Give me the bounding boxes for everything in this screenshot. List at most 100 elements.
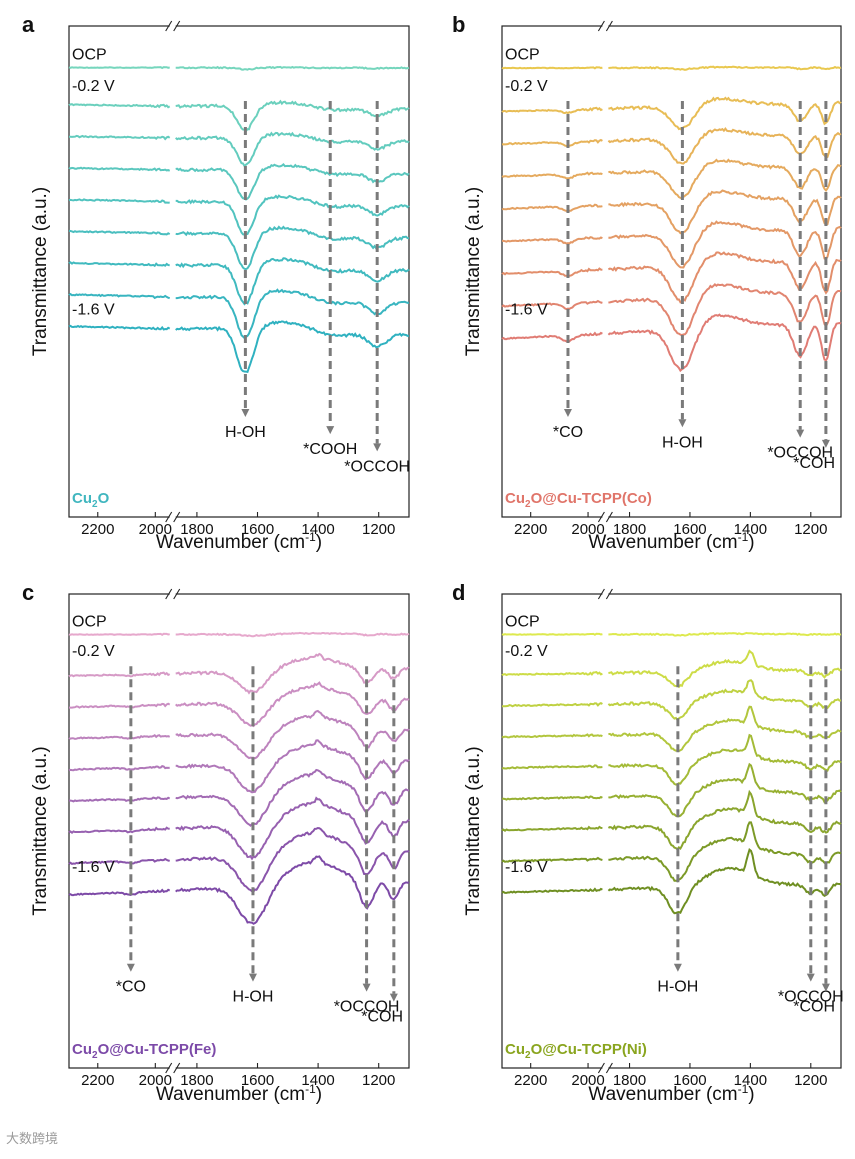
spectrum-curve-5 (175, 768, 409, 827)
sample-label-base: Cu (72, 1041, 92, 1058)
axis-break-gap (169, 591, 176, 597)
spectrum-curve-8 (501, 331, 603, 343)
series-label: -0.2 V (505, 78, 548, 95)
annotation-label: H-OH (662, 434, 703, 451)
annotation-label: *OCCOH (344, 458, 410, 475)
spectrum-curve-0 (608, 631, 842, 637)
spectrum-curve-7 (501, 856, 603, 863)
x-axis-title-close: ) (316, 532, 322, 553)
x-tick-label: 2200 (514, 1072, 547, 1089)
spectrum-curve-1 (175, 652, 410, 695)
spectrum-curve-1 (68, 103, 171, 109)
spectrum-curve-1 (175, 99, 410, 133)
axis-break-mark (173, 511, 181, 523)
axis-break-mark (165, 511, 173, 523)
spectrum-curve-3 (501, 171, 603, 180)
x-axis-title-sup: -1 (738, 1082, 749, 1096)
spectrum-curve-6 (175, 257, 410, 306)
spectrum-curve-4 (608, 189, 842, 235)
axis-break-mark (173, 1062, 181, 1074)
plot-frame (68, 25, 410, 518)
spectrum-curve-4 (608, 733, 842, 786)
x-tick-label: 1600 (673, 521, 706, 538)
spectrum-curve-7 (175, 288, 410, 340)
axis-break-mark (605, 20, 613, 32)
spectrum-curve-0 (68, 66, 170, 70)
sample-label-sub: 2 (525, 499, 531, 510)
annotations: *CO H-OH *OCCOH*COH (553, 101, 835, 472)
y-axis-title: Transmittance (a.u.) (463, 746, 484, 915)
axis-break-gap (169, 23, 176, 29)
axis-break-gap (169, 514, 176, 520)
spectrum-curve-8 (607, 847, 842, 915)
spectrum-curve-5 (501, 795, 603, 801)
series-label: -1.6 V (505, 301, 548, 318)
x-tick-label: 1400 (301, 1072, 334, 1089)
spectrum-curve-8 (68, 324, 171, 331)
spectrum-curve-7 (608, 821, 842, 883)
annotation-label: *COH (793, 999, 835, 1016)
annotation-arrow-head (248, 973, 257, 982)
plot-frame (68, 593, 410, 1069)
annotation-arrow-head (241, 408, 250, 417)
x-axis-title-main: Wavenumber (cm (588, 532, 737, 553)
axis-break-mark (605, 588, 613, 600)
x-tick-label: 1400 (301, 521, 334, 538)
spectrum-curve-4 (175, 739, 410, 794)
sample-label-rest: O (98, 490, 110, 507)
annotation-label: *COH (361, 1009, 403, 1026)
series-label: -1.6 V (505, 859, 548, 876)
plot-frame (501, 25, 842, 518)
sample-label-sub: 2 (92, 1050, 98, 1061)
curves (68, 65, 410, 374)
axis-break-gap (169, 1065, 176, 1071)
x-tick-label: 1200 (794, 521, 827, 538)
x-axis-title-close: ) (748, 1084, 754, 1105)
x-axis-title: Wavenumber (cm-1) (156, 1082, 322, 1105)
spectrum-curve-3 (501, 733, 603, 739)
sample-label-rest: O@Cu-TCPP(Co) (531, 490, 652, 507)
panel-letter: b (452, 12, 465, 37)
annotation-arrow-head (126, 963, 135, 972)
spectrum-curve-6 (607, 789, 842, 851)
x-tick-label: 2000 (139, 1072, 172, 1089)
annotation-arrow-head (673, 963, 682, 972)
sample-label: Cu2O@Cu-TCPP(Ni) (505, 1041, 647, 1061)
spectrum-curve-2 (501, 138, 603, 148)
annotations: H-OH *COOH*OCCOH (225, 101, 410, 475)
axis-break-gap (602, 514, 609, 520)
spectrum-curve-0 (175, 631, 410, 638)
spectrum-curve-5 (608, 762, 842, 818)
annotation-arrow-head (563, 408, 572, 417)
x-axis-title-sup: -1 (305, 1082, 316, 1096)
series-label: -1.6 V (72, 301, 115, 318)
spectrum-curve-2 (69, 134, 171, 141)
annotation-label: *OCCOH (778, 989, 844, 1006)
x-tick-label: 2200 (514, 521, 547, 538)
annotation-arrow-head (796, 429, 805, 438)
axis-break-mark (597, 1062, 605, 1074)
y-axis-title: Transmittance (a.u.) (463, 187, 484, 356)
spectrum-curve-5 (68, 796, 171, 803)
spectrum-curve-6 (501, 267, 603, 277)
series-label: -0.2 V (505, 643, 548, 660)
spectrum-curve-5 (175, 225, 410, 271)
watermark-text: 大数跨境 (6, 1132, 59, 1147)
annotation-label: *OCCOH (767, 445, 833, 462)
curves (501, 631, 842, 915)
x-tick-label: 1200 (362, 521, 395, 538)
spectrum-curve-3 (68, 166, 171, 172)
x-axis-title-close: ) (316, 1084, 322, 1105)
x-tick-label: 1600 (673, 1072, 706, 1089)
x-tick-label: 1800 (613, 1072, 646, 1089)
annotation-label: *OCCOH (334, 999, 400, 1016)
spectrum-curve-3 (608, 158, 842, 200)
spectrum-curve-7 (68, 292, 171, 300)
spectrum-curve-2 (69, 702, 171, 709)
spectrum-curve-4 (501, 764, 603, 770)
spectrum-curve-5 (608, 220, 842, 269)
x-tick-label: 2200 (81, 1072, 114, 1089)
curves (68, 631, 410, 925)
